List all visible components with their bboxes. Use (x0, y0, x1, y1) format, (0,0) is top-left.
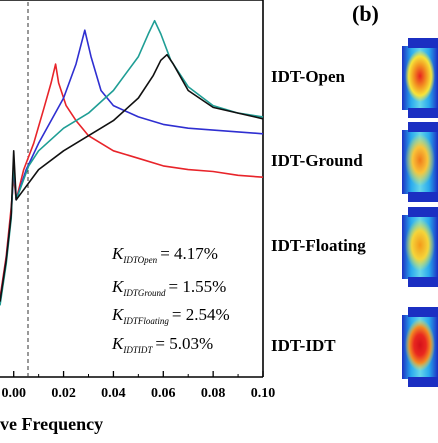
mode-shapes: IDT-Open IDT-Ground IDT-Floating IDT-IDT (271, 38, 438, 387)
annotations: KIDTOpen = 4.17% KIDTGround = 1.55% KIDTFloa… (111, 244, 230, 355)
mode-field-hotspot (405, 219, 435, 271)
mode-electrode-bottom (408, 277, 438, 287)
mode-label-3: IDT-Floating (271, 236, 366, 255)
mode-electrode-bottom (408, 192, 438, 202)
x-ticks: 0.00 0.02 0.04 0.06 0.08 0.10 (1, 371, 275, 401)
x-axis-label: ve Frequency (0, 414, 103, 434)
panel-label: (b) (352, 1, 379, 26)
x-tick-label: 0.04 (101, 386, 126, 401)
mode-electrode-bottom (408, 377, 438, 387)
x-tick-label: 0.08 (201, 386, 226, 401)
mode-label-4: IDT-IDT (271, 336, 336, 355)
mode-field-hotspot (405, 50, 435, 102)
mode-electrode-top (408, 307, 438, 317)
mode-label-2: IDT-Ground (271, 151, 363, 170)
mode-electrode-top (408, 38, 438, 48)
k-annotation-1: KIDTOpen = 4.17% (111, 244, 218, 265)
k-annotation-3: KIDTFloating = 2.54% (111, 305, 230, 326)
mode-electrode-top (408, 122, 438, 132)
x-tick-label: 0.00 (1, 386, 26, 401)
mode-field-hotspot (405, 319, 435, 371)
x-tick-label: 0.02 (51, 386, 76, 401)
mode-label-1: IDT-Open (271, 67, 346, 86)
series-line-4 (0, 53, 264, 302)
mode-electrode-bottom (408, 108, 438, 118)
series-group (0, 19, 264, 306)
mode-electrode-top (408, 207, 438, 217)
x-tick-label: 0.10 (251, 386, 276, 401)
x-tick-label: 0.06 (151, 386, 176, 401)
plot-area: 0.00 0.02 0.04 0.06 0.08 0.10 (0, 0, 275, 401)
k-annotation-4: KIDTIDT = 5.03% (111, 334, 213, 355)
mode-field-hotspot (405, 134, 435, 186)
k-annotation-2: KIDTGround = 1.55% (111, 277, 226, 298)
